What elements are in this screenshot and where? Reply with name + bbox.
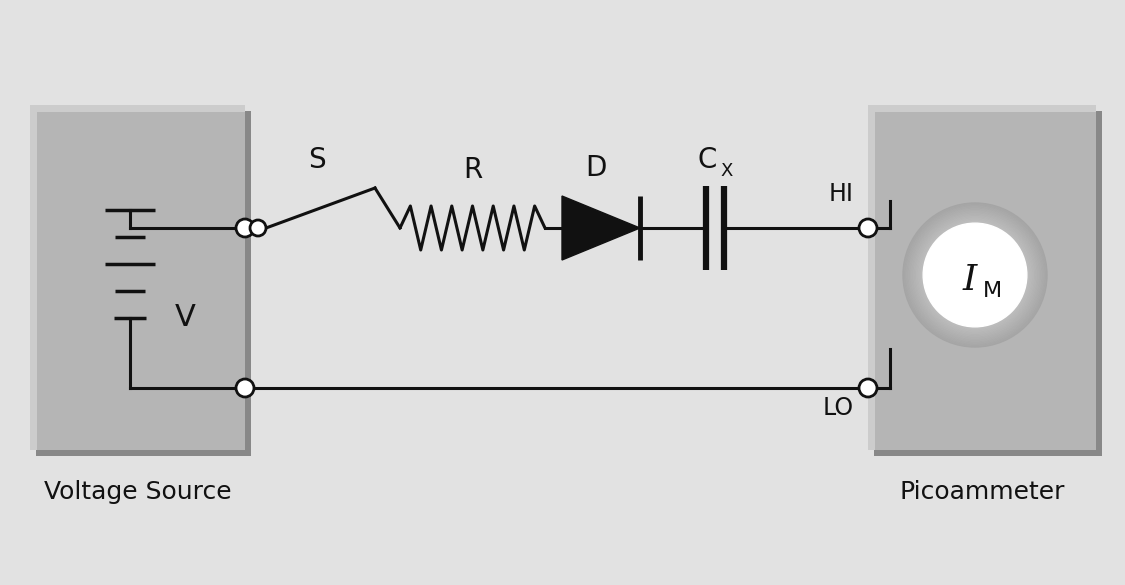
Text: Picoammeter: Picoammeter (899, 480, 1064, 504)
Circle shape (932, 231, 1019, 319)
Circle shape (907, 207, 1043, 343)
Circle shape (951, 250, 999, 300)
Circle shape (974, 274, 976, 276)
Circle shape (960, 259, 991, 291)
Text: HI: HI (829, 182, 854, 206)
Circle shape (860, 219, 878, 237)
Text: I: I (963, 263, 978, 297)
FancyBboxPatch shape (30, 105, 245, 450)
Circle shape (938, 239, 1011, 312)
Circle shape (926, 226, 1024, 324)
Circle shape (917, 216, 1034, 333)
FancyBboxPatch shape (37, 112, 245, 450)
Circle shape (936, 236, 1014, 314)
Text: C: C (698, 146, 717, 174)
Text: R: R (462, 156, 483, 184)
Circle shape (965, 265, 984, 285)
Circle shape (236, 379, 254, 397)
Circle shape (928, 229, 1022, 321)
Circle shape (909, 209, 1041, 341)
Circle shape (953, 253, 997, 297)
Circle shape (930, 230, 1020, 320)
Circle shape (942, 242, 1008, 308)
Circle shape (250, 220, 266, 236)
Circle shape (924, 223, 1026, 326)
Circle shape (969, 269, 981, 281)
Circle shape (919, 219, 1032, 331)
Circle shape (952, 252, 998, 298)
FancyBboxPatch shape (36, 111, 251, 456)
Circle shape (956, 257, 993, 293)
Polygon shape (562, 196, 640, 260)
Circle shape (955, 256, 994, 294)
Circle shape (925, 225, 1025, 325)
Circle shape (972, 273, 978, 277)
Circle shape (860, 379, 878, 397)
Circle shape (922, 222, 1027, 328)
Circle shape (950, 249, 1000, 301)
Circle shape (946, 246, 1005, 304)
Text: LO: LO (822, 396, 854, 420)
Circle shape (906, 205, 1044, 345)
Text: V: V (174, 304, 196, 332)
Circle shape (910, 211, 1040, 340)
Circle shape (954, 254, 996, 296)
Circle shape (236, 219, 254, 237)
Circle shape (912, 213, 1037, 337)
Circle shape (963, 263, 988, 287)
Circle shape (948, 248, 1002, 302)
Circle shape (937, 237, 1013, 313)
Circle shape (961, 260, 990, 290)
Circle shape (921, 221, 1028, 329)
Circle shape (945, 245, 1006, 305)
Circle shape (970, 270, 980, 280)
Circle shape (908, 208, 1042, 342)
Circle shape (971, 271, 979, 278)
Circle shape (916, 215, 1035, 335)
Circle shape (940, 241, 1009, 309)
Circle shape (962, 261, 989, 288)
Circle shape (924, 223, 1027, 327)
Circle shape (968, 268, 982, 283)
Circle shape (903, 203, 1047, 347)
Circle shape (943, 243, 1007, 307)
Circle shape (957, 258, 992, 292)
Text: Voltage Source: Voltage Source (44, 480, 232, 504)
Circle shape (920, 220, 1029, 330)
Circle shape (939, 240, 1010, 311)
FancyBboxPatch shape (874, 111, 1102, 456)
Circle shape (933, 232, 1018, 318)
Circle shape (911, 212, 1038, 339)
Circle shape (964, 264, 986, 286)
Text: X: X (721, 162, 734, 180)
Text: M: M (982, 281, 1001, 301)
Text: D: D (585, 154, 606, 182)
Circle shape (934, 233, 1017, 316)
Circle shape (947, 247, 1004, 303)
Circle shape (904, 204, 1046, 346)
Circle shape (935, 235, 1015, 315)
Circle shape (914, 214, 1036, 336)
Text: S: S (308, 146, 325, 174)
FancyBboxPatch shape (868, 105, 1096, 450)
FancyBboxPatch shape (875, 112, 1096, 450)
Circle shape (927, 228, 1023, 322)
Circle shape (966, 266, 983, 284)
Circle shape (918, 218, 1033, 332)
